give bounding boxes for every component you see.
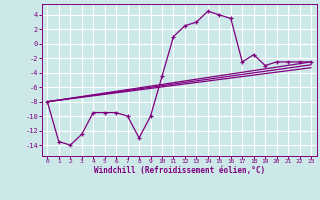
X-axis label: Windchill (Refroidissement éolien,°C): Windchill (Refroidissement éolien,°C) [94, 166, 265, 175]
